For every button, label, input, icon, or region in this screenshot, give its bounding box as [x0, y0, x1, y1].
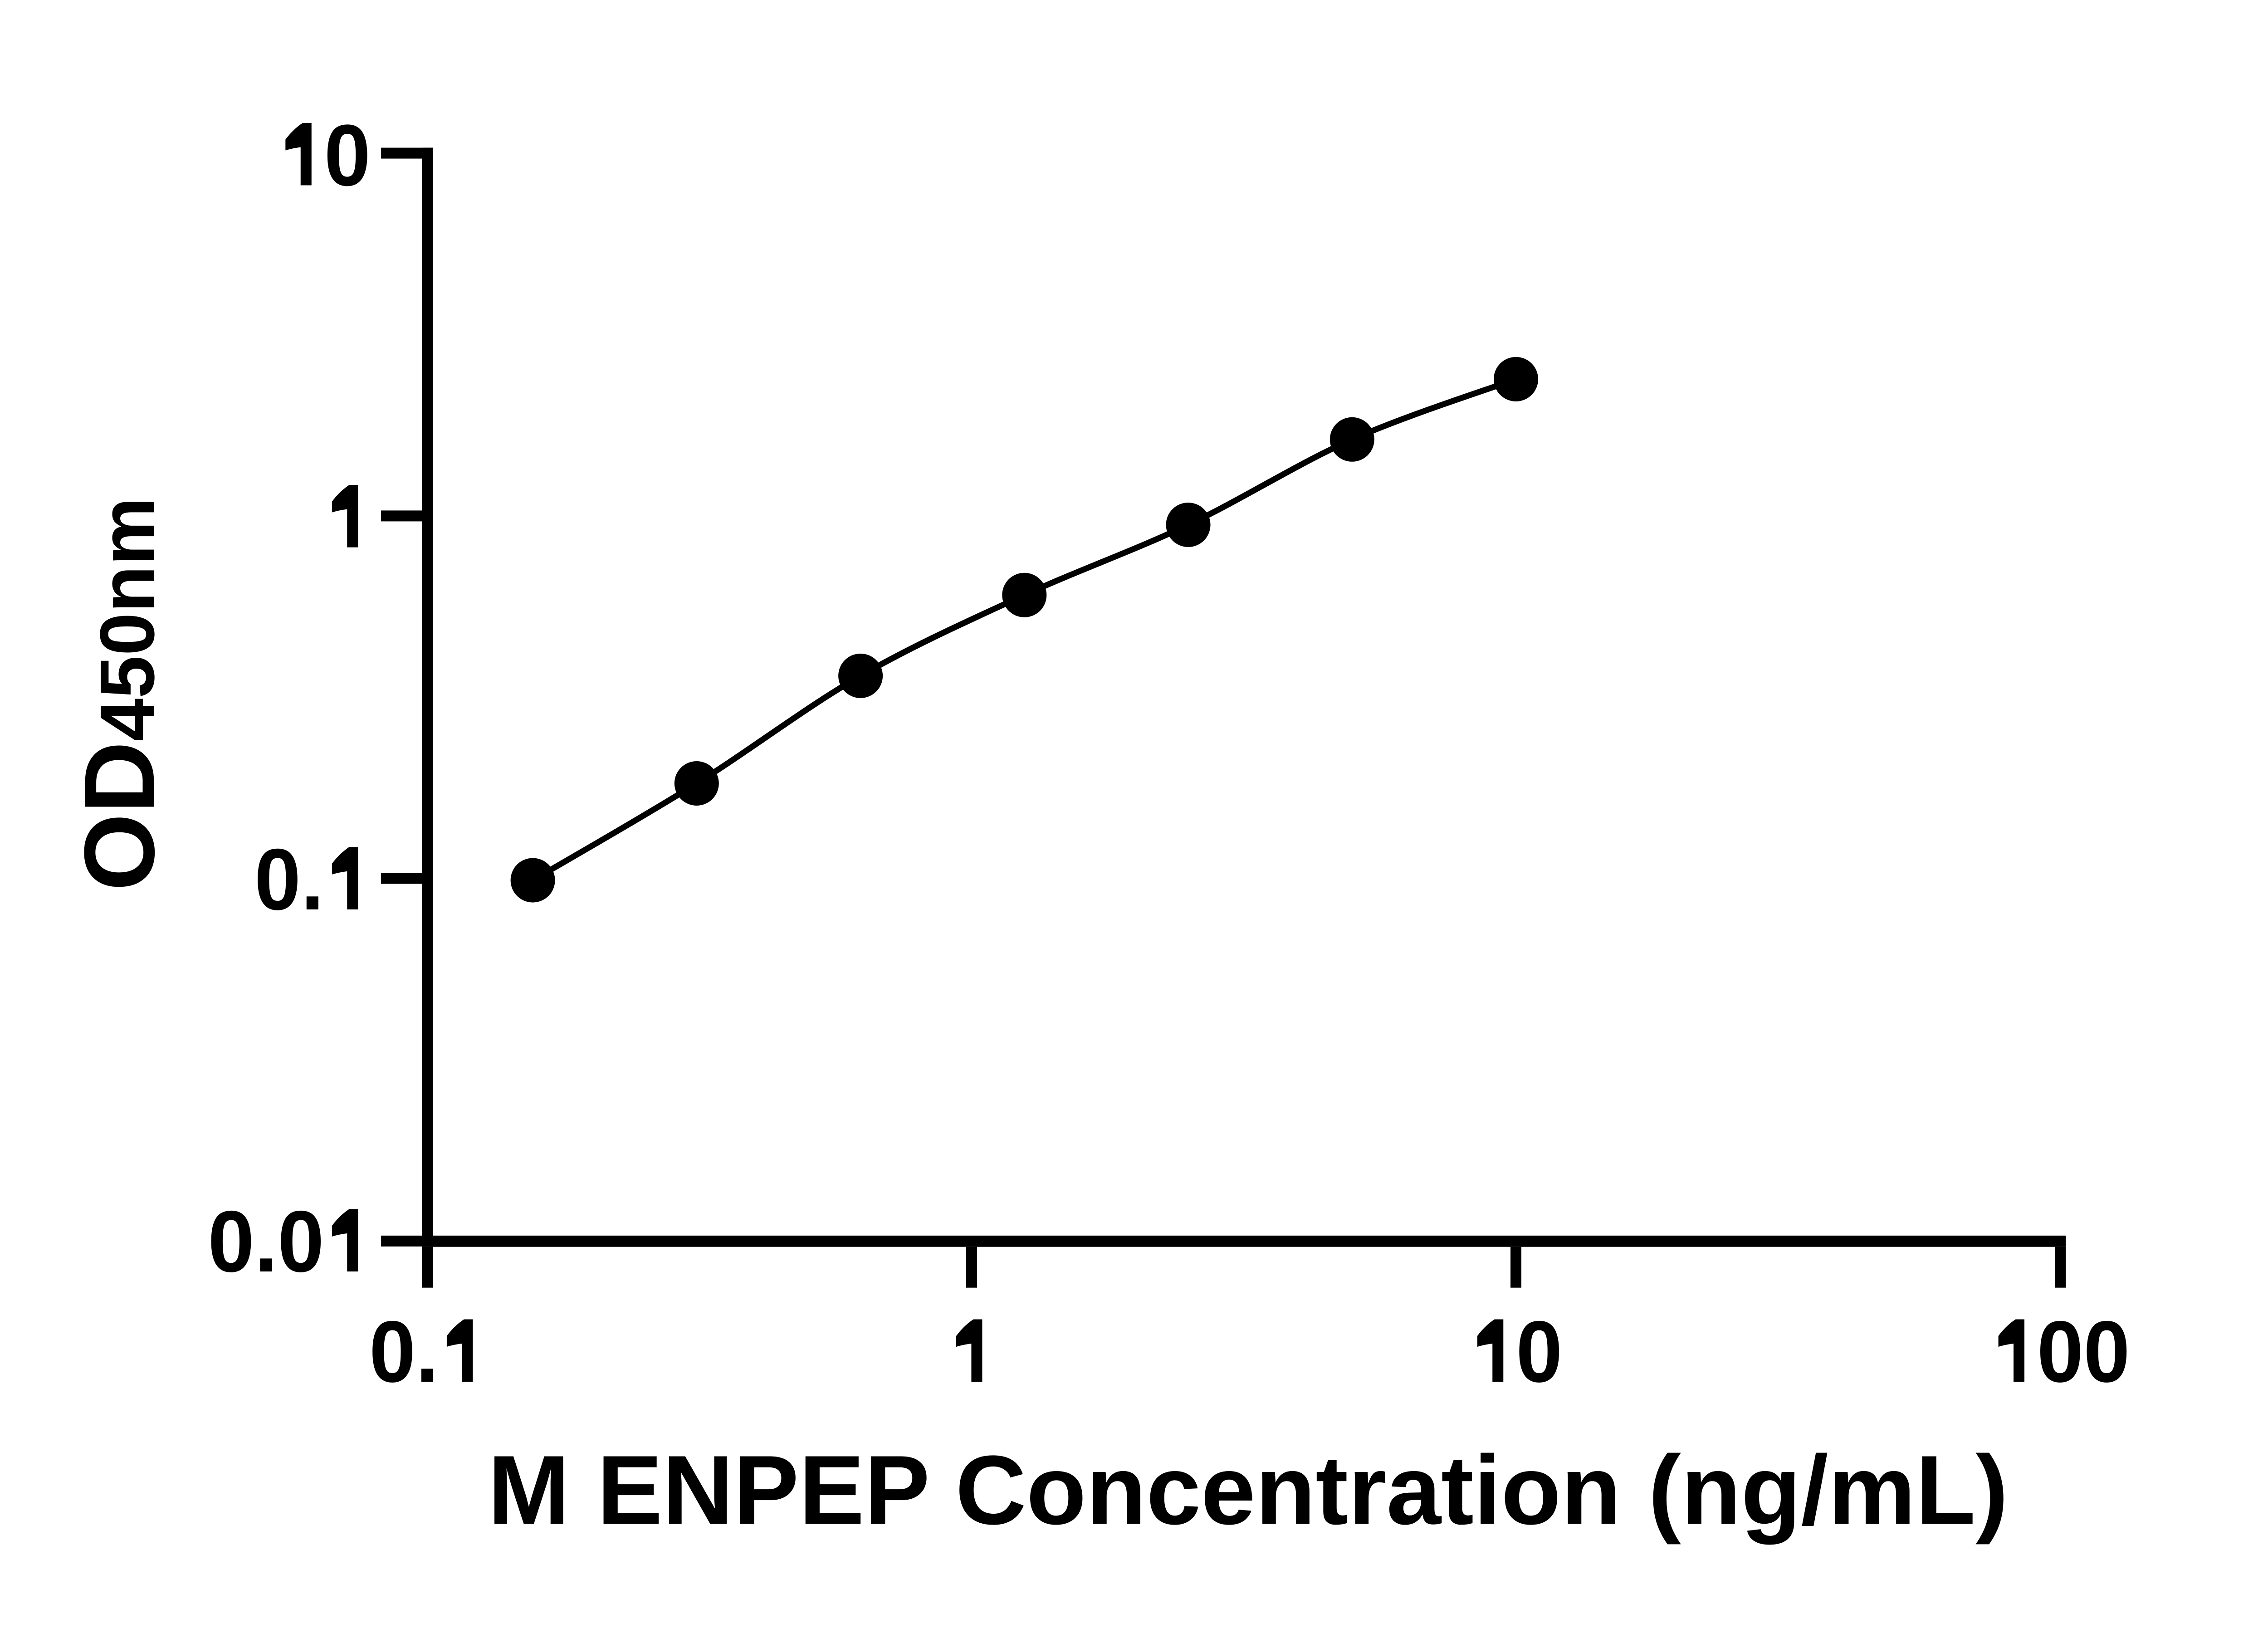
svg-text:0: 0 [1516, 1303, 1563, 1400]
svg-text:0.0: 0.0 [208, 1193, 324, 1290]
svg-text:0: 0 [324, 107, 371, 204]
svg-text:M ENPEP Concentration (ng/mL): M ENPEP Concentration (ng/mL) [488, 1435, 2009, 1545]
svg-text:OD450nm: OD450nm [64, 497, 175, 891]
svg-text:0.: 0. [369, 1303, 439, 1400]
svg-text:0.: 0. [254, 831, 324, 928]
svg-text:00: 00 [2037, 1303, 2130, 1400]
